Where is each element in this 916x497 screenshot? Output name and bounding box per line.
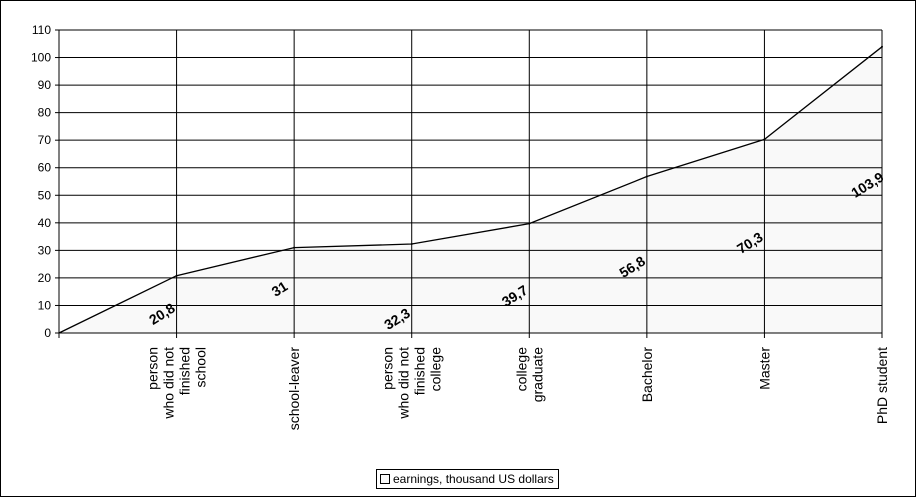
data-point [410, 243, 413, 246]
data-point [293, 246, 296, 249]
x-category-label: college graduate [513, 347, 545, 402]
x-category-label-line: person [380, 347, 396, 390]
x-category-label-line: college [513, 347, 529, 392]
x-category-label: person who did not finished school [145, 347, 209, 420]
x-category-label-line: person [145, 347, 161, 390]
y-tick-label: 80 [38, 106, 52, 120]
legend-label: earnings, thousand US dollars [393, 472, 554, 486]
x-category-label-line: Master [756, 347, 772, 390]
y-tick-label: 0 [44, 326, 51, 340]
x-category-label-line: school [193, 347, 209, 387]
y-tick-label: 90 [38, 78, 52, 92]
data-label: 31 [269, 278, 291, 300]
y-tick-label: 20 [38, 271, 52, 285]
data-point [528, 222, 531, 225]
x-category-label-line: PhD student [874, 347, 890, 424]
x-category-label-line: finished [177, 347, 193, 395]
legend-swatch [380, 474, 390, 484]
x-category-label: Bachelor [639, 347, 655, 403]
x-category-label-line: who did not [396, 347, 412, 420]
data-point [175, 274, 178, 277]
y-tick-label: 100 [31, 51, 51, 65]
legend: earnings, thousand US dollars [376, 469, 559, 489]
data-point [881, 45, 883, 48]
x-category-label: Master [756, 347, 772, 390]
series-line [58, 46, 883, 334]
x-category-label: PhD student [874, 347, 890, 424]
y-tick-label: 60 [38, 161, 52, 175]
area-fill [59, 46, 882, 333]
y-tick-label: 40 [38, 216, 52, 230]
x-category-label-line: school-leaver [286, 347, 302, 431]
x-category-label-line: college [428, 347, 444, 392]
x-category-label-line: graduate [529, 347, 545, 402]
y-tick-label: 10 [38, 298, 52, 312]
y-tick-label: 30 [38, 243, 52, 257]
data-point [763, 138, 766, 141]
x-category-label-line: finished [412, 347, 428, 395]
y-tick-label: 70 [38, 133, 52, 147]
y-tick-label: 50 [38, 188, 52, 202]
x-category-label: school-leaver [286, 347, 302, 431]
x-category-label-line: who did not [161, 347, 177, 420]
x-category-label-line: Bachelor [639, 347, 655, 403]
x-category-label: person who did not finished college [380, 347, 444, 420]
data-point [645, 175, 648, 178]
y-tick-label: 110 [32, 23, 51, 37]
